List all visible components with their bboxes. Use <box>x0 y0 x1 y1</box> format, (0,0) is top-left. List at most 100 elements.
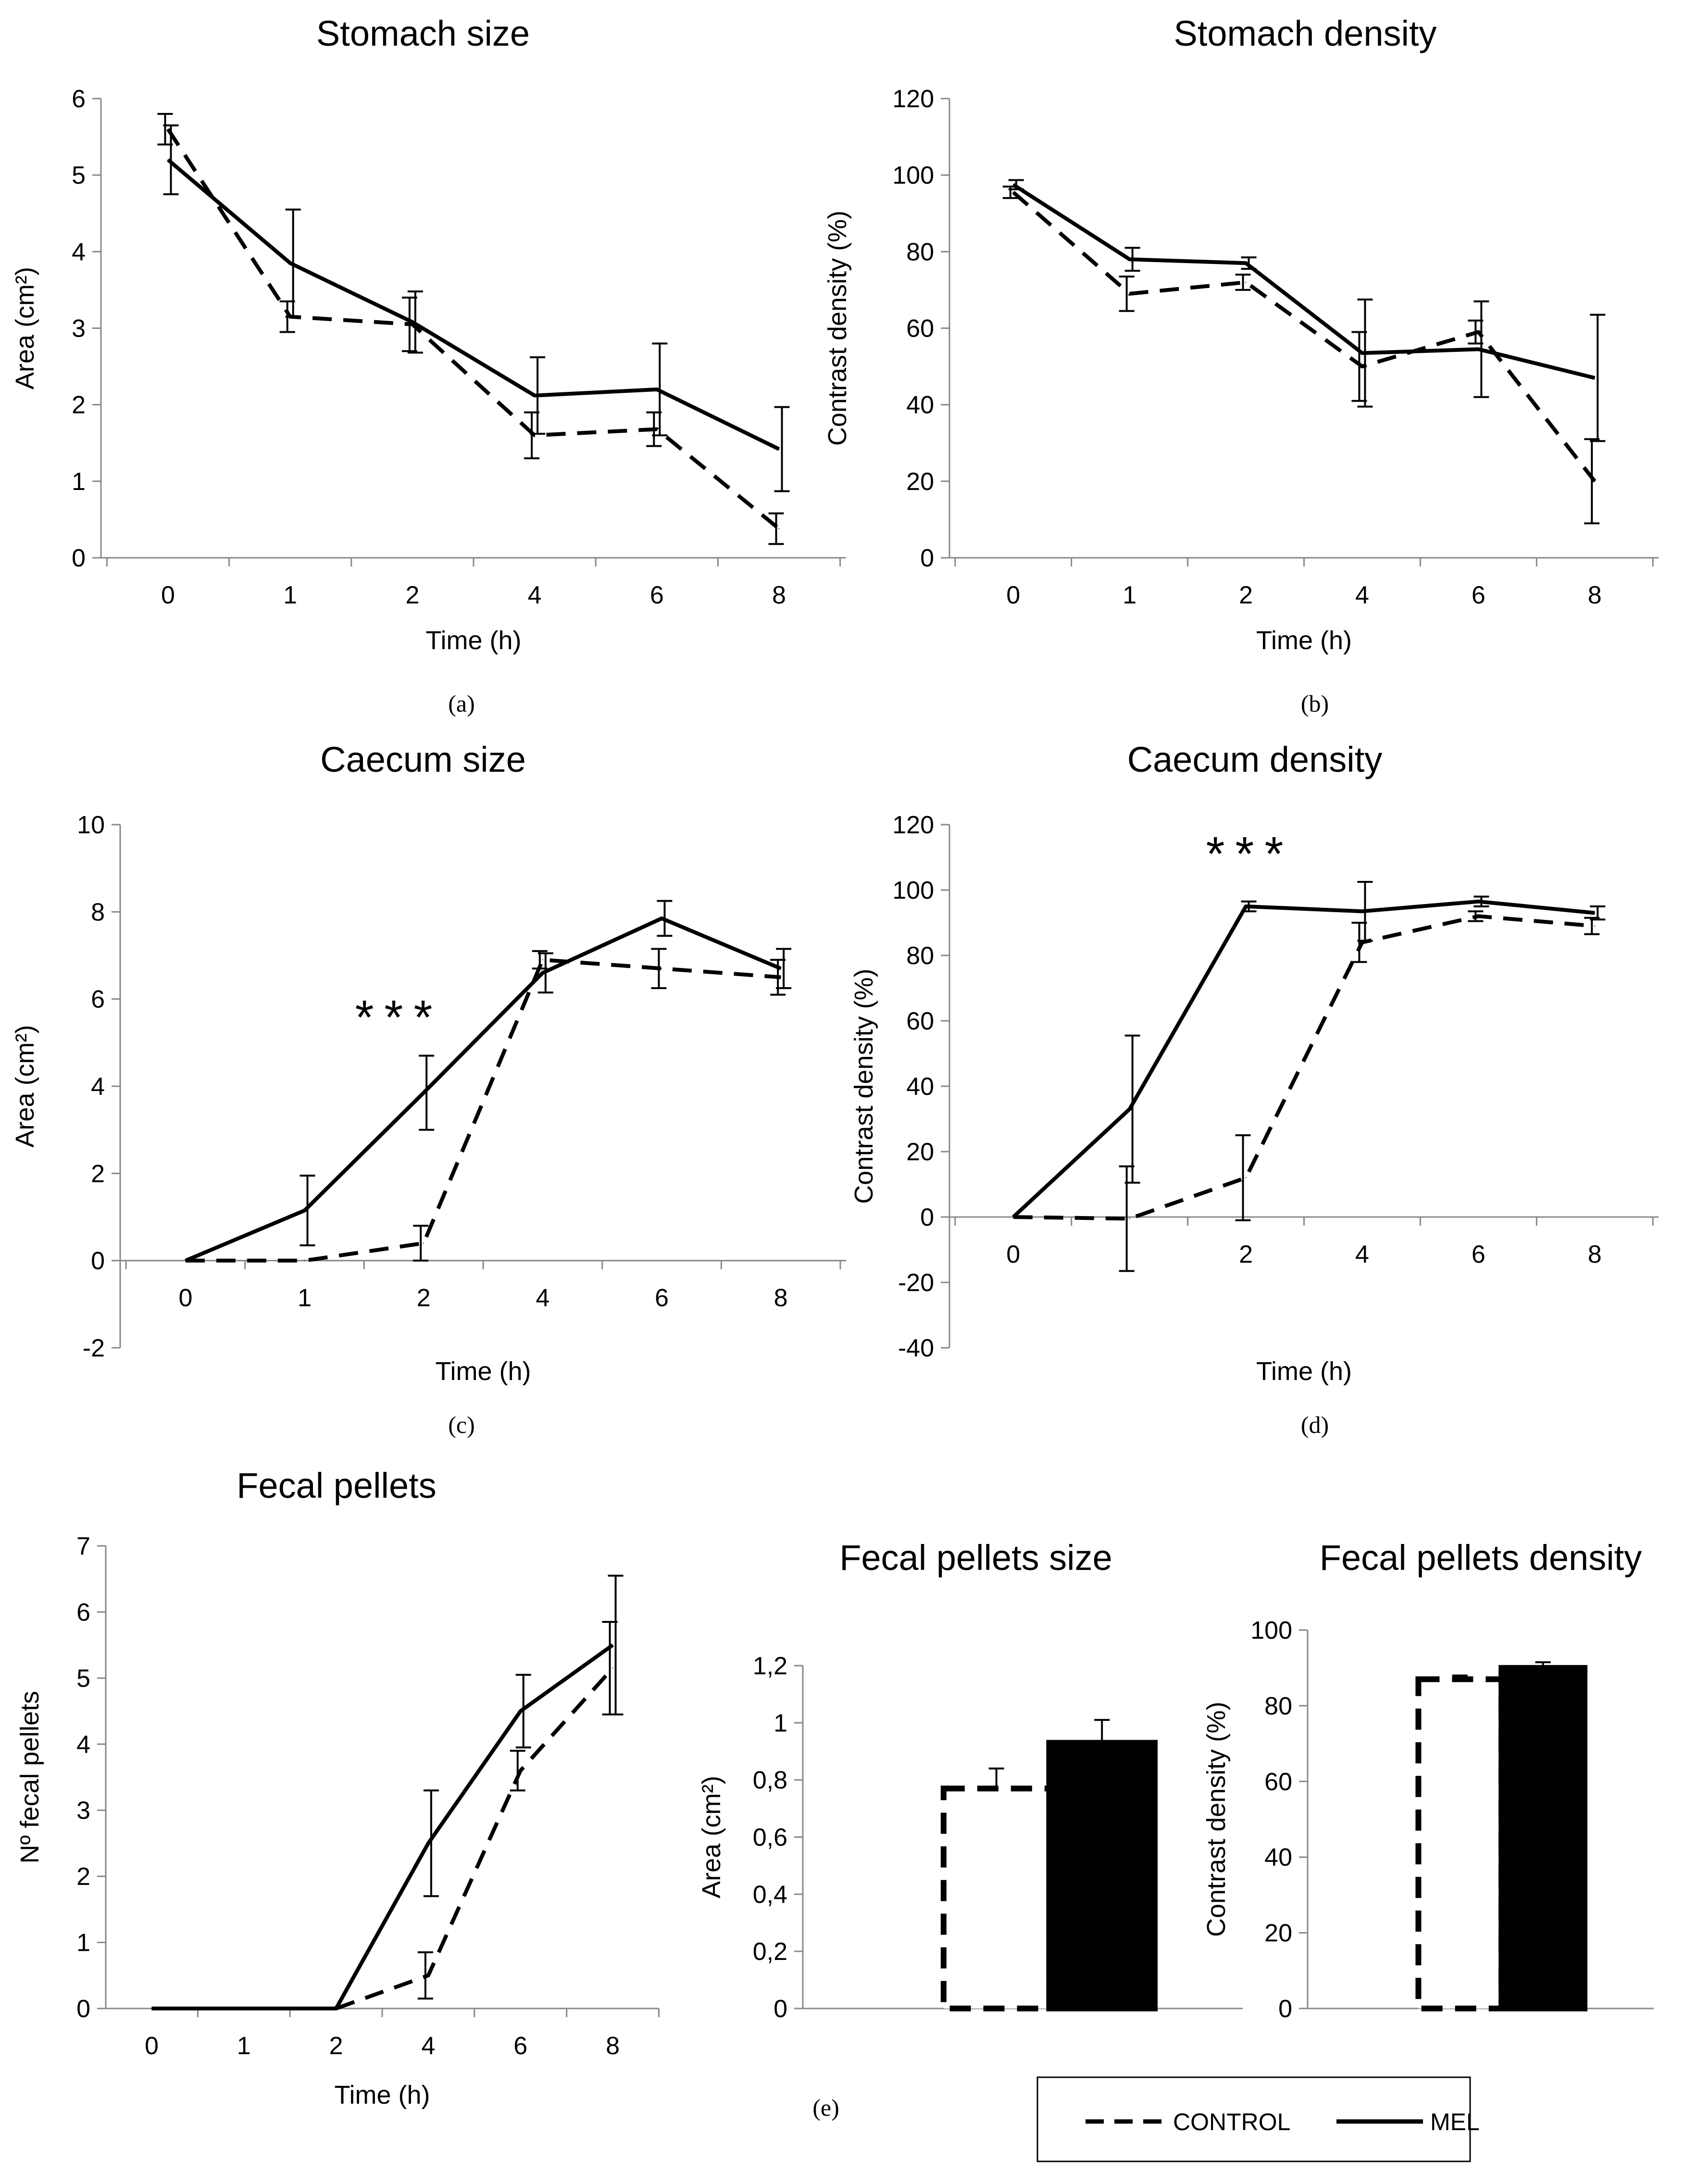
x-axis-label: Time (h) <box>1256 1357 1352 1386</box>
y-axis-label: Area (cm²) <box>11 1025 39 1148</box>
data-point-control <box>1361 941 1363 943</box>
x-tick-label: 0 <box>161 581 175 609</box>
x-tick-label: 0 <box>1006 1241 1020 1268</box>
x-tick-label: 8 <box>1588 581 1602 609</box>
y-tick-label: 0 <box>774 1995 787 2023</box>
x-tick-label: 2 <box>329 2032 343 2060</box>
data-point-mel <box>612 1644 613 1646</box>
y-tick-label: 0,4 <box>753 1881 787 1908</box>
y-axis-label: Area (cm²) <box>697 1776 726 1898</box>
data-point-mel <box>1478 901 1479 902</box>
y-tick-label: 8 <box>91 898 105 926</box>
x-tick-label: 1 <box>237 2032 251 2060</box>
y-tick-label: 1,2 <box>753 1652 787 1680</box>
x-tick-label: 6 <box>655 1284 669 1312</box>
data-point-control <box>1245 1177 1247 1179</box>
x-tick-label: 0 <box>178 1284 192 1312</box>
panel-label-c: (c) <box>448 1411 475 1438</box>
x-tick-label: 0 <box>145 2032 159 2060</box>
bar-mel <box>1046 1740 1158 2012</box>
y-tick-label: 2 <box>91 1160 105 1188</box>
data-point-mel <box>778 448 780 450</box>
y-axis-label: Nº fecal pellets <box>15 1691 44 1864</box>
y-tick-label: 6 <box>76 1598 90 1626</box>
data-point-control <box>534 435 536 436</box>
y-tick-label: 100 <box>892 877 934 904</box>
x-tick-label: 2 <box>1239 581 1253 609</box>
data-point-control <box>656 428 658 430</box>
y-tick-label: 80 <box>906 942 934 970</box>
bar-control <box>940 1785 1052 2012</box>
significance-annotation: *** <box>1206 827 1294 881</box>
series-line-control <box>1013 914 1595 1221</box>
data-point-mel <box>520 1710 521 1712</box>
x-tick-label: 8 <box>772 581 786 609</box>
x-tick-label: 6 <box>1472 1241 1485 1268</box>
y-tick-label: 0 <box>920 1204 934 1231</box>
x-tick-label: 6 <box>513 2032 527 2060</box>
data-point-control <box>780 977 782 978</box>
data-point-control <box>1361 366 1363 367</box>
y-tick-label: 5 <box>72 162 86 189</box>
y-tick-label: 2 <box>72 391 86 419</box>
y-tick-label: 4 <box>91 1073 105 1101</box>
data-point-mel <box>412 321 413 323</box>
data-point-control <box>1594 480 1596 482</box>
y-tick-label: 4 <box>72 238 86 266</box>
x-tick-label: 8 <box>774 1284 788 1312</box>
chart-e2: Fecal pellets size 0 0,2 0,4 0,6 0,8 1 1,2 Area … <box>697 1538 1243 2023</box>
data-point-mel <box>780 968 782 969</box>
data-point-control <box>167 128 169 130</box>
x-tick-label: 2 <box>405 581 419 609</box>
chart-a: Stomach size 0 1 2 3 4 5 6 Area (cm²) 0 1 2 4 6 8 Time … <box>11 13 846 655</box>
data-point-control <box>661 968 662 969</box>
y-tick-label: 0,2 <box>753 1938 787 1966</box>
data-point-mel <box>1594 377 1596 378</box>
y-tick-label: 6 <box>91 986 105 1014</box>
y-tick-label: 1 <box>774 1709 787 1737</box>
series-line-mel <box>1012 899 1595 1218</box>
series-line-mel <box>1012 183 1596 380</box>
x-tick-label: 1 <box>298 1284 312 1312</box>
y-tick-label: 60 <box>906 315 934 343</box>
y-axis-label: Contrast density (%) <box>1202 1702 1231 1937</box>
data-point-mel <box>151 2008 152 2009</box>
data-point-mel <box>542 972 543 974</box>
x-tick-label: 8 <box>1588 1241 1602 1268</box>
x-tick-label: 8 <box>606 2032 620 2060</box>
y-tick-label: 100 <box>1250 1617 1292 1644</box>
data-point-mel <box>1129 1108 1130 1110</box>
data-point-control <box>520 1770 521 1771</box>
legend: CONTROL MEL <box>1036 2076 1480 2162</box>
significance-annotation: *** <box>355 991 443 1044</box>
y-tick-label: 80 <box>1264 1692 1292 1720</box>
data-point-control <box>778 528 780 529</box>
x-axis-label: Time (h) <box>426 626 522 655</box>
x-tick-label: 6 <box>650 581 664 609</box>
series-line-control <box>166 128 781 530</box>
x-tick-label: 0 <box>1006 581 1020 609</box>
chart-title: Fecal pellets size <box>839 1538 1112 1578</box>
y-tick-label: 0 <box>91 1247 105 1275</box>
data-point-mel <box>1245 263 1247 264</box>
y-tick-label: 3 <box>72 315 86 343</box>
y-tick-label: 0,8 <box>753 1767 787 1795</box>
y-tick-label: 60 <box>906 1007 934 1035</box>
series-line-mel <box>166 158 780 451</box>
series-line-mel <box>151 1643 614 2010</box>
x-tick-label: 1 <box>283 581 297 609</box>
data-point-mel <box>243 2008 245 2009</box>
panel-label-d: (d) <box>1301 1411 1329 1438</box>
chart-title: Caecum size <box>320 740 526 779</box>
y-axis-label: Area (cm²) <box>11 267 39 389</box>
bar-mel <box>1498 1665 1587 2011</box>
chart-title: Stomach size <box>316 13 530 53</box>
series-line-control <box>1012 190 1597 483</box>
x-tick-label: 2 <box>1239 1241 1253 1268</box>
y-tick-label: 1 <box>72 468 86 496</box>
x-tick-label: 4 <box>1355 581 1369 609</box>
x-axis-label: Time (h) <box>436 1357 531 1386</box>
bar-control <box>1415 1676 1505 2012</box>
